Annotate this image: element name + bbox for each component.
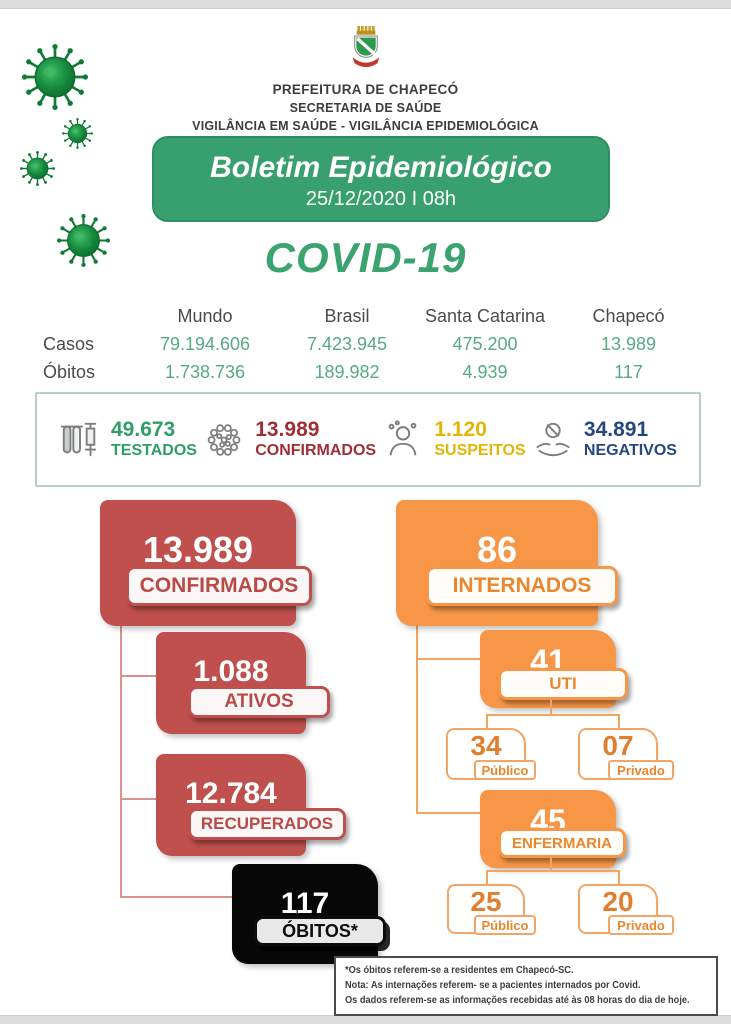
negativos-value: 34.891 (583, 418, 649, 442)
connector-line (120, 896, 232, 898)
cases-table: Mundo Brasil Santa Catarina Chapecó Caso… (35, 302, 701, 386)
header: PREFEITURA DE CHAPECÓ SECRETARIA DE SAÚD… (0, 24, 731, 133)
obitos-card-label: ÓBITOS* (254, 916, 386, 946)
connector-line (618, 714, 620, 728)
enfermaria-publico-label: Público (474, 915, 536, 935)
confirmados-card: 13.989 (100, 500, 296, 626)
summary-item-suspeitos: 1.120 SUSPEITOS (382, 418, 526, 461)
uti-publico-label: Público (474, 760, 536, 780)
enfermaria-publico-value: 25 (470, 886, 502, 917)
ativos-card-value: 1.088 (193, 655, 269, 688)
top-edge (0, 0, 731, 9)
uti-card-label: UTI (498, 668, 628, 700)
connector-line (550, 700, 552, 714)
summary-item-negativos: 34.891 NEGATIVOS (532, 418, 677, 461)
connector-line (486, 870, 620, 872)
footnotes-box: *Os óbitos referem-se a residentes em Ch… (334, 956, 718, 1016)
connector-line (120, 675, 156, 677)
virus-decoration-icon (20, 151, 55, 186)
enfermaria-card-label: ENFERMARIA (498, 828, 626, 858)
recuperados-card-value: 12.784 (185, 777, 277, 810)
connector-line (486, 714, 488, 728)
obitos-chapeco: 117 (614, 361, 643, 382)
suspect-person-icon (389, 419, 417, 455)
col-header-brasil: Brasil (324, 305, 370, 326)
connector-line (486, 870, 488, 884)
bulletin-banner: Boletim Epidemiológico 25/12/2020 I 08h (152, 136, 610, 222)
obitos-card-value: 117 (280, 887, 330, 920)
ativos-card-label: ATIVOS (188, 686, 330, 718)
enfermaria-publico-card: 25 (447, 884, 525, 934)
negativos-label: NEGATIVOS (583, 442, 677, 460)
col-header-santa-catarina: Santa Catarina (424, 305, 546, 326)
obitos-card: 117 (232, 864, 378, 964)
summary-box: 49.673 TESTADOS 13.989 CONFIRMADOS (35, 392, 701, 487)
confirmados-card-label: CONFIRMADOS (126, 566, 312, 606)
ativos-card: 1.088 (156, 632, 306, 734)
bottom-edge (0, 1015, 731, 1024)
casos-santa-catarina: 475.200 (452, 333, 518, 354)
org-name: PREFEITURA DE CHAPECÓ (272, 82, 459, 97)
obitos-mundo: 1.738.736 (164, 361, 246, 382)
internados-card: 86 (396, 500, 598, 626)
summary-item-testados: 49.673 TESTADOS (59, 418, 197, 461)
connector-line (618, 870, 620, 884)
col-header-mundo: Mundo (177, 305, 233, 326)
footnote-deaths: *Os óbitos referem-se a residentes em Ch… (345, 964, 574, 976)
connector-line (120, 600, 122, 898)
connector-line (550, 858, 552, 872)
hands-no-virus-icon (536, 422, 570, 456)
confirmados-label: CONFIRMADOS (255, 442, 377, 460)
casos-chapeco: 13.989 (600, 333, 657, 354)
bulletin-title: Boletim Epidemiológico (210, 151, 552, 184)
internados-card-label: INTERNADOS (426, 566, 618, 606)
recuperados-card-label: RECUPERADOS (188, 808, 346, 840)
footnote-hospitalizations: Nota: As internações referem- se a pacie… (345, 979, 641, 992)
connector-line (416, 812, 480, 814)
suspeitos-label: SUSPEITOS (434, 442, 526, 460)
summary-item-confirmados: 13.989 CONFIRMADOS (203, 418, 376, 461)
casos-brasil: 7.423.945 (306, 333, 388, 354)
org-division: VIGILÂNCIA EM SAÚDE - VIGILÂNCIA EPIDEMI… (192, 119, 539, 133)
connector-line (486, 714, 620, 716)
casos-mundo: 79.194.606 (159, 333, 251, 354)
uti-privado-label: Privado (608, 760, 674, 780)
enfermaria-privado-label: Privado (608, 915, 674, 935)
uti-privado-value: 07 (602, 730, 634, 761)
footnote-data-cutoff: Os dados referem-se as informações receb… (345, 994, 690, 1007)
virus-cluster-icon (207, 423, 241, 456)
enfermaria-privado-value: 20 (602, 886, 634, 917)
obitos-brasil: 189.982 (314, 361, 380, 382)
connector-line (416, 600, 418, 814)
chapeco-coat-of-arms-icon (352, 26, 379, 67)
test-tubes-icon (60, 422, 97, 456)
suspeitos-value: 1.120 (434, 418, 487, 442)
internados-card-value: 86 (476, 529, 518, 570)
recuperados-card: 12.784 (156, 754, 306, 856)
bulletin-datetime: 25/12/2020 I 08h (305, 188, 457, 210)
col-header-chapeco: Chapecó (592, 305, 665, 326)
page-title: COVID-19 (264, 234, 467, 281)
connector-line (416, 658, 480, 660)
connector-line (120, 798, 156, 800)
row-label-obitos: Óbitos (43, 361, 96, 382)
testados-value: 49.673 (111, 418, 176, 442)
testados-label: TESTADOS (111, 442, 197, 460)
confirmados-value: 13.989 (255, 418, 320, 442)
org-department: SECRETARIA DE SAÚDE (289, 101, 442, 115)
obitos-santa-catarina: 4.939 (462, 361, 508, 382)
confirmados-card-value: 13.989 (142, 529, 254, 570)
uti-publico-value: 34 (470, 730, 502, 761)
row-label-casos: Casos (43, 333, 95, 354)
